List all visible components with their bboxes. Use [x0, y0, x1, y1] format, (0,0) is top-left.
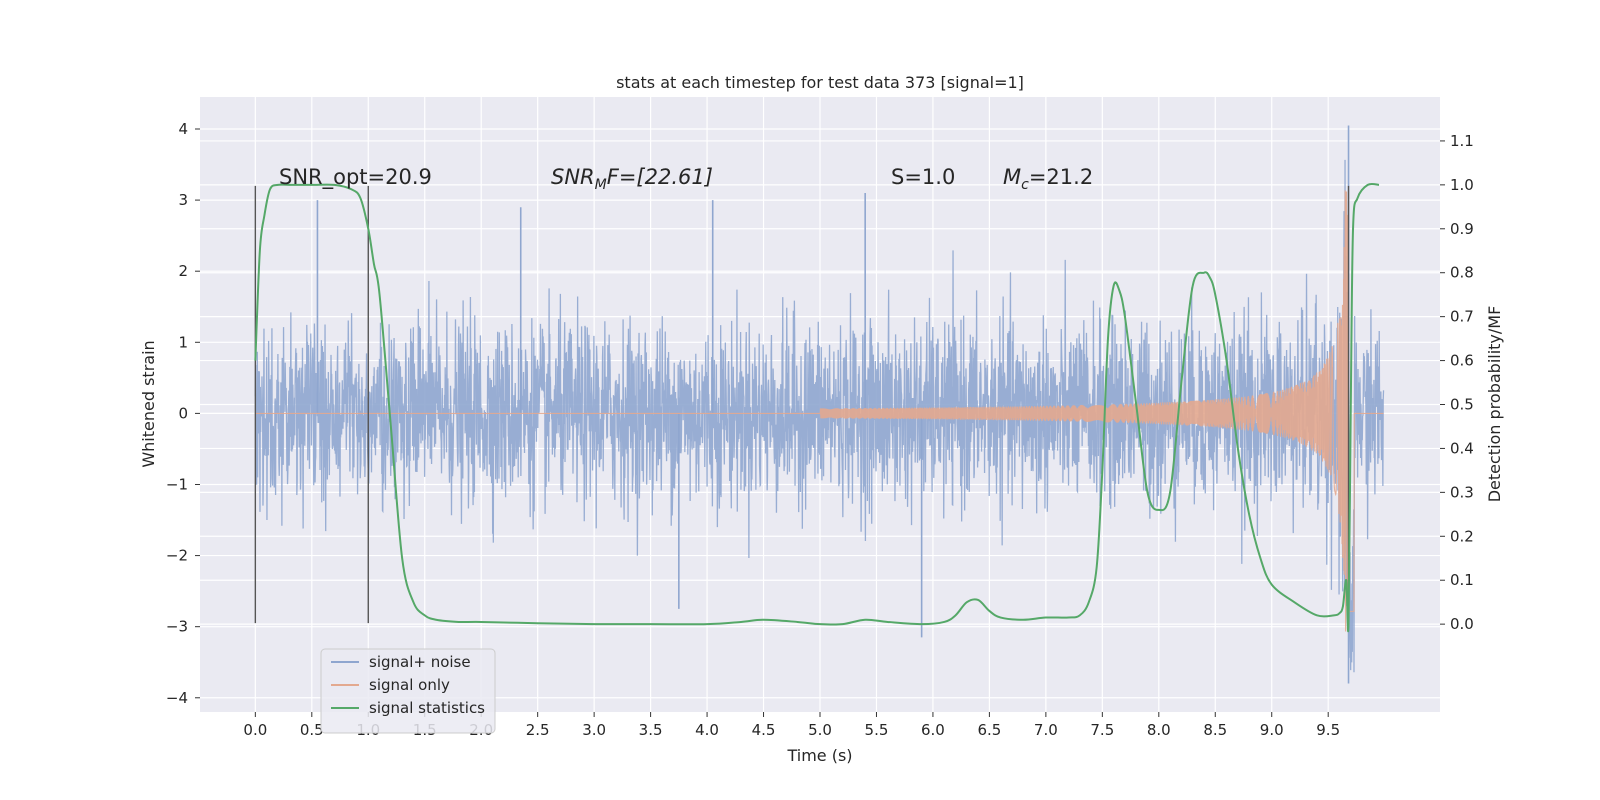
legend-box	[320, 648, 496, 734]
x-tick-label: 5.0	[808, 721, 832, 739]
x-tick-label: 4.5	[752, 721, 776, 739]
x-tick-label: 9.0	[1260, 721, 1284, 739]
y-tick-label-right: 0.0	[1450, 615, 1474, 633]
y-tick-label-right: 0.8	[1450, 264, 1474, 282]
x-tick-label: 8.5	[1203, 721, 1227, 739]
x-tick-label: 6.0	[921, 721, 945, 739]
y-tick-label-right: 1.0	[1450, 176, 1474, 194]
y-axis-label-left: Whitened strain	[139, 340, 158, 467]
signal-only-line	[255, 190, 1384, 632]
x-tick-label: 4.0	[695, 721, 719, 739]
y-tick-label-right: 0.4	[1450, 439, 1474, 457]
y-tick-label-right: 0.2	[1450, 527, 1474, 545]
annotation-snr-mf-rest: F=[22.61]	[607, 165, 713, 189]
annotation-mc-base: M	[1003, 165, 1021, 189]
annotation-mc-sub: c	[1021, 177, 1029, 193]
x-tick-label: 0.5	[300, 721, 324, 739]
x-tick-label: 3.0	[582, 721, 606, 739]
x-tick-label: 6.5	[977, 721, 1001, 739]
signal-plus-noise-line	[254, 159, 1385, 673]
y-tick-label-left: 3	[178, 191, 188, 209]
y-tick-label-left: 2	[178, 262, 188, 280]
chart-title: stats at each timestep for test data 373…	[616, 73, 1024, 92]
legend-label-signal-plus-noise: signal+ noise	[369, 653, 471, 671]
annotation-snr-mf: SNRMF=[22.61]	[551, 165, 713, 193]
y-tick-label-right: 1.1	[1450, 132, 1474, 150]
annotation-snr-opt: SNR_opt=20.9	[279, 165, 432, 190]
y-tick-label-left: 0	[178, 404, 188, 422]
y-axis-label-right: Detection probability/MF	[1485, 306, 1504, 503]
legend: signal+ noise signal only signal statist…	[320, 648, 496, 734]
y-tick-label-left: −2	[166, 547, 188, 565]
y-tick-label-right: 0.9	[1450, 220, 1474, 238]
annotation-snr-mf-sub: M	[595, 177, 607, 193]
legend-label-signal-statistics: signal statistics	[369, 699, 485, 717]
annotation-mc-rest: =21.2	[1029, 165, 1093, 189]
x-tick-label: 0.0	[243, 721, 267, 739]
legend-label-signal-only: signal only	[369, 676, 450, 694]
y-tick-label-left: 4	[178, 120, 188, 138]
annotation-snr-mf-base: SNR	[551, 165, 595, 189]
y-tick-label-left: −1	[166, 475, 188, 493]
x-tick-label: 2.5	[526, 721, 550, 739]
x-tick-label: 9.5	[1316, 721, 1340, 739]
y-tick-label-left: −3	[166, 618, 188, 636]
x-tick-label: 5.5	[865, 721, 889, 739]
x-tick-label: 7.0	[1034, 721, 1058, 739]
signal-statistics-line	[254, 182, 1380, 633]
y-tick-label-right: 0.3	[1450, 483, 1474, 501]
annotation-mc: Mc=21.2	[1003, 165, 1093, 193]
x-axis-label: Time (s)	[786, 746, 852, 765]
y-tick-label-right: 0.5	[1450, 396, 1474, 414]
y-tick-label-left: 1	[178, 333, 188, 351]
x-tick-label: 3.5	[639, 721, 663, 739]
y-tick-label-left: −4	[166, 689, 188, 707]
series-signal-statistics	[254, 182, 1380, 633]
axis-ticks: 0.00.51.01.52.02.53.03.54.04.55.05.56.06…	[166, 120, 1474, 739]
y-tick-label-right: 0.7	[1450, 308, 1474, 326]
series-signal-only	[255, 190, 1384, 632]
annotation-s: S=1.0	[891, 165, 955, 189]
y-tick-label-right: 0.6	[1450, 352, 1474, 370]
y-tick-label-right: 0.1	[1450, 571, 1474, 589]
x-tick-label: 7.5	[1090, 721, 1114, 739]
x-tick-label: 8.0	[1147, 721, 1171, 739]
